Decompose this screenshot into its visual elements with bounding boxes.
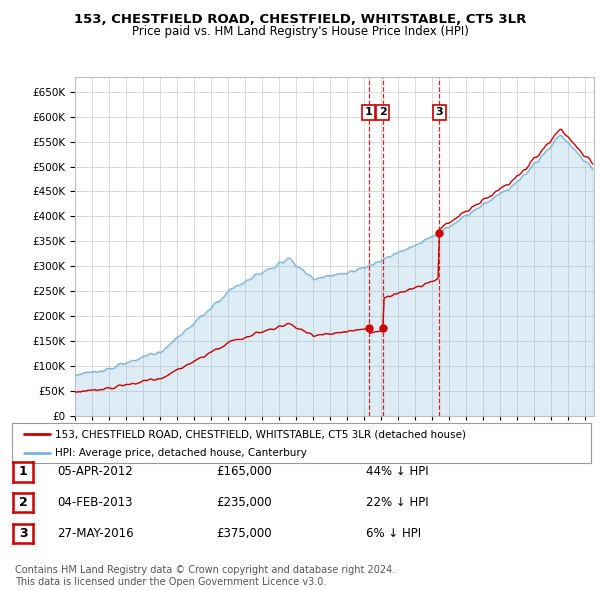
Text: HPI: Average price, detached house, Canterbury: HPI: Average price, detached house, Cant… — [55, 448, 307, 458]
Text: This data is licensed under the Open Government Licence v3.0.: This data is licensed under the Open Gov… — [15, 577, 326, 587]
Text: 2: 2 — [19, 496, 28, 509]
Text: 04-FEB-2013: 04-FEB-2013 — [57, 496, 133, 509]
Text: 05-APR-2012: 05-APR-2012 — [57, 465, 133, 478]
Text: 44% ↓ HPI: 44% ↓ HPI — [366, 465, 428, 478]
Text: £235,000: £235,000 — [216, 496, 272, 509]
Text: Contains HM Land Registry data © Crown copyright and database right 2024.: Contains HM Land Registry data © Crown c… — [15, 565, 395, 575]
Text: 22% ↓ HPI: 22% ↓ HPI — [366, 496, 428, 509]
Text: 2: 2 — [379, 107, 387, 117]
Text: £165,000: £165,000 — [216, 465, 272, 478]
Text: 3: 3 — [19, 527, 28, 540]
Text: 153, CHESTFIELD ROAD, CHESTFIELD, WHITSTABLE, CT5 3LR: 153, CHESTFIELD ROAD, CHESTFIELD, WHITST… — [74, 13, 526, 26]
Text: 6% ↓ HPI: 6% ↓ HPI — [366, 526, 421, 539]
Text: £375,000: £375,000 — [216, 526, 272, 539]
Text: Price paid vs. HM Land Registry's House Price Index (HPI): Price paid vs. HM Land Registry's House … — [131, 25, 469, 38]
Text: 3: 3 — [436, 107, 443, 117]
Text: 1: 1 — [19, 466, 28, 478]
Text: 1: 1 — [365, 107, 373, 117]
Text: 153, CHESTFIELD ROAD, CHESTFIELD, WHITSTABLE, CT5 3LR (detached house): 153, CHESTFIELD ROAD, CHESTFIELD, WHITST… — [55, 430, 466, 440]
Text: 27-MAY-2016: 27-MAY-2016 — [57, 526, 134, 539]
